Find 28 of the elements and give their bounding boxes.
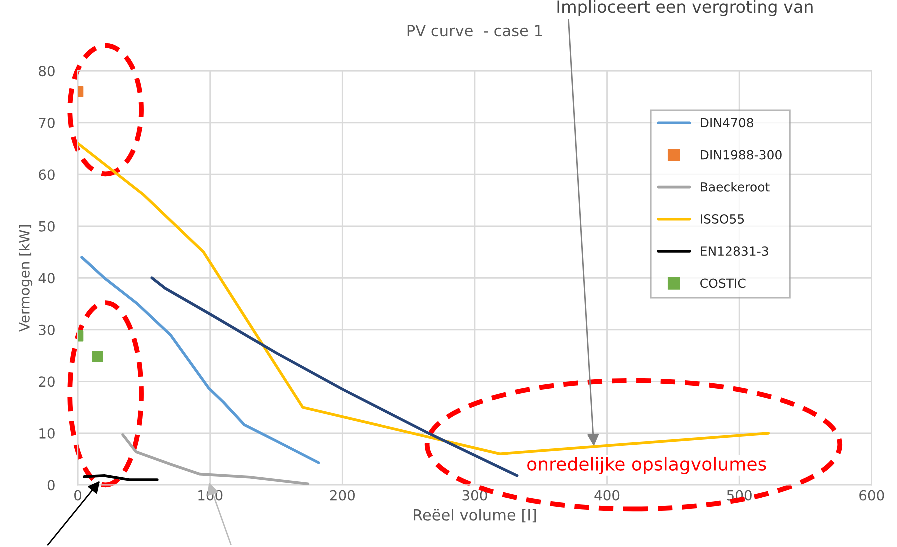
x-tick-label: 300 <box>462 490 488 501</box>
y-tick-label: 10 <box>40 428 55 439</box>
legend-label: ISSO55 <box>701 214 744 224</box>
y-tick-label: 20 <box>39 376 55 388</box>
legend-label: EN12831-3 <box>701 246 768 256</box>
y-tick-label: 0 <box>48 480 55 491</box>
line-series <box>122 434 310 486</box>
y-tick-label: 60 <box>39 170 55 180</box>
legend-label: Baeckeroot <box>701 182 770 192</box>
chart-title: PV curve - case 1 <box>408 25 542 37</box>
y-tick-label: 30 <box>39 324 55 336</box>
line-series <box>150 276 519 478</box>
y-tick-label: 70 <box>39 118 55 128</box>
x-tick-label: 0 <box>74 490 82 501</box>
line-series <box>80 256 320 464</box>
legend-label: DIN4708 <box>701 118 754 128</box>
y-tick-label: 40 <box>38 273 55 284</box>
y-axis-title: Vermogen [kW] <box>19 226 33 332</box>
x-tick-label: 600 <box>860 490 884 501</box>
x-axis-title: Reëel volume [l] <box>414 509 536 523</box>
y-tick-label: 50 <box>39 221 55 232</box>
annotation: Implioceert een vergroting van <box>558 0 813 16</box>
x-tick-label: 200 <box>330 490 355 501</box>
legend-label: COSTIC <box>700 278 746 288</box>
y-tick-label: 80 <box>39 66 55 77</box>
annotation: onredelijke opslagvolumes <box>528 456 766 474</box>
x-tick-label: 400 <box>594 490 620 501</box>
legend-label: DIN1988-300 <box>701 150 782 160</box>
